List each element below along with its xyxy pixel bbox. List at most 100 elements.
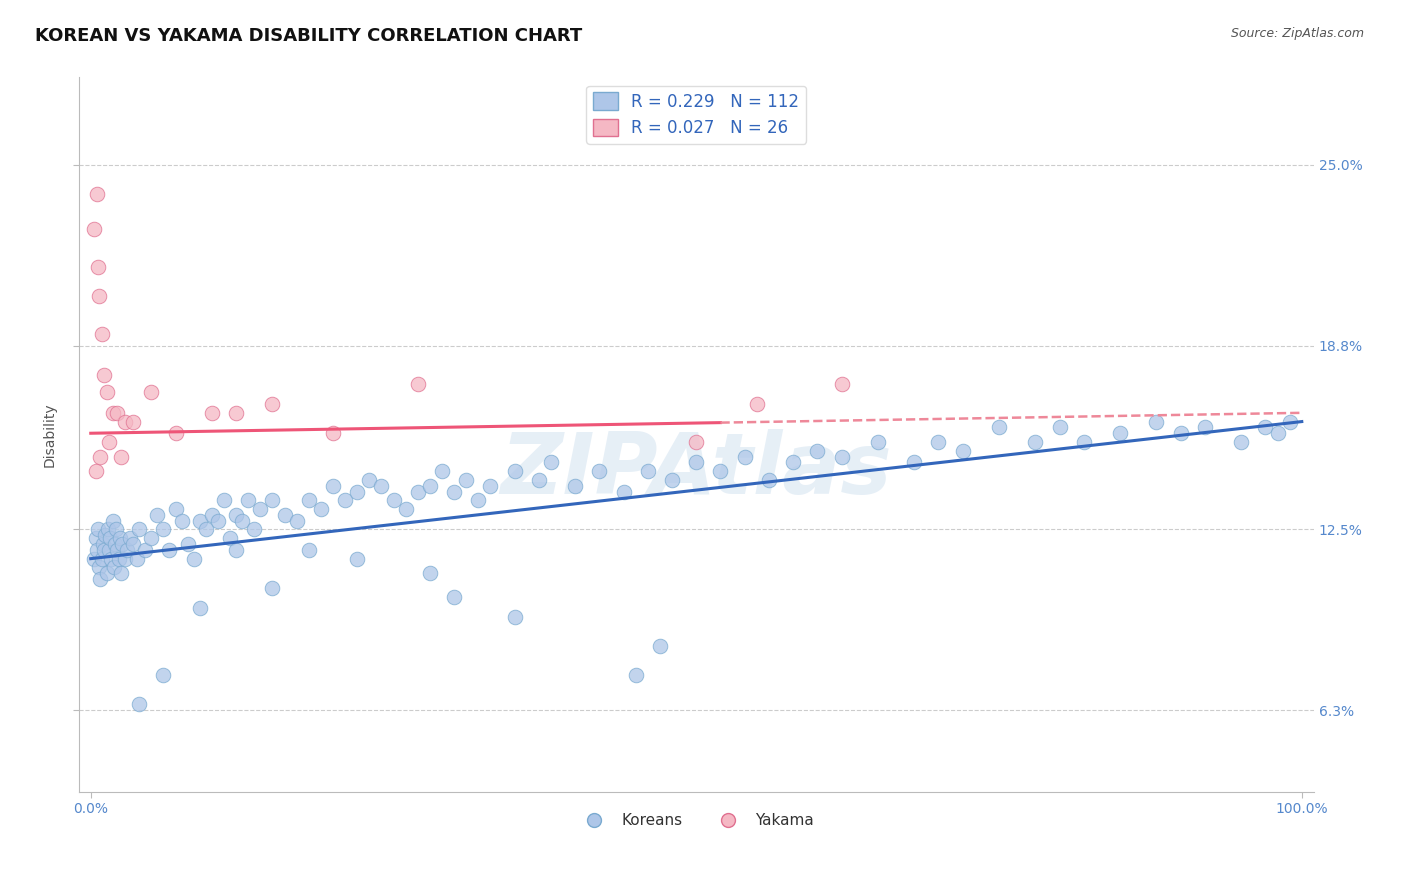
Point: [456, 473, 478, 487]
Text: ZIPAtlas: ZIPAtlas: [501, 429, 891, 512]
Point: [207, 514, 229, 528]
Point: [273, 508, 295, 522]
Point: [262, 397, 284, 411]
Point: [225, 542, 247, 557]
Point: [83, 551, 105, 566]
Point: [146, 508, 169, 522]
Point: [419, 479, 441, 493]
Point: [87, 523, 110, 537]
Point: [93, 368, 115, 382]
Point: [103, 560, 125, 574]
Point: [1109, 426, 1132, 441]
Point: [1073, 435, 1095, 450]
Point: [183, 551, 205, 566]
Point: [648, 639, 671, 653]
Point: [322, 479, 344, 493]
Point: [382, 493, 405, 508]
Point: [90, 327, 112, 342]
Point: [1254, 420, 1277, 434]
Point: [685, 455, 707, 469]
Point: [125, 551, 148, 566]
Point: [87, 260, 110, 274]
Point: [122, 537, 145, 551]
Point: [104, 537, 127, 551]
Point: [101, 406, 124, 420]
Point: [107, 551, 129, 566]
Point: [1024, 435, 1046, 450]
Point: [866, 435, 889, 450]
Point: [225, 508, 247, 522]
Point: [406, 484, 429, 499]
Point: [359, 473, 381, 487]
Point: [128, 523, 150, 537]
Point: [128, 698, 150, 712]
Point: [89, 560, 111, 574]
Point: [231, 514, 253, 528]
Point: [188, 514, 211, 528]
Point: [346, 551, 368, 566]
Legend: Koreans, Yakama: Koreans, Yakama: [572, 807, 820, 834]
Point: [152, 523, 174, 537]
Text: KOREAN VS YAKAMA DISABILITY CORRELATION CHART: KOREAN VS YAKAMA DISABILITY CORRELATION …: [35, 27, 582, 45]
Point: [1146, 415, 1168, 429]
Point: [122, 415, 145, 429]
Point: [661, 473, 683, 487]
Point: [101, 514, 124, 528]
Point: [394, 502, 416, 516]
Point: [141, 385, 163, 400]
Point: [298, 542, 321, 557]
Point: [806, 443, 828, 458]
Point: [309, 502, 332, 516]
Point: [831, 376, 853, 391]
Point: [262, 581, 284, 595]
Point: [346, 484, 368, 499]
Point: [110, 566, 132, 581]
Point: [89, 572, 111, 586]
Point: [262, 493, 284, 508]
Point: [89, 450, 111, 464]
Point: [709, 464, 731, 478]
Point: [141, 531, 163, 545]
Point: [503, 610, 526, 624]
Point: [188, 601, 211, 615]
Point: [734, 450, 756, 464]
Point: [97, 542, 120, 557]
Point: [952, 443, 974, 458]
Point: [479, 479, 502, 493]
Point: [201, 508, 224, 522]
Point: [333, 493, 356, 508]
Point: [249, 502, 271, 516]
Point: [988, 420, 1011, 434]
Point: [84, 464, 107, 478]
Point: [1278, 415, 1301, 429]
Point: [406, 376, 429, 391]
Point: [1267, 426, 1289, 441]
Point: [90, 551, 112, 566]
Point: [219, 531, 242, 545]
Point: [613, 484, 636, 499]
Point: [110, 450, 132, 464]
Point: [467, 493, 489, 508]
Point: [165, 502, 187, 516]
Point: [243, 523, 266, 537]
Point: [105, 523, 128, 537]
Point: [443, 484, 465, 499]
Point: [165, 426, 187, 441]
Point: [1230, 435, 1253, 450]
Point: [212, 493, 235, 508]
Point: [527, 473, 550, 487]
Point: [94, 528, 117, 542]
Point: [100, 551, 122, 566]
Point: [96, 385, 118, 400]
Point: [176, 537, 198, 551]
Point: [758, 473, 780, 487]
Point: [201, 406, 224, 420]
Point: [118, 531, 141, 545]
Point: [685, 435, 707, 450]
Point: [105, 406, 128, 420]
Point: [430, 464, 453, 478]
Point: [83, 222, 105, 236]
Point: [443, 590, 465, 604]
Point: [927, 435, 949, 450]
Point: [84, 531, 107, 545]
